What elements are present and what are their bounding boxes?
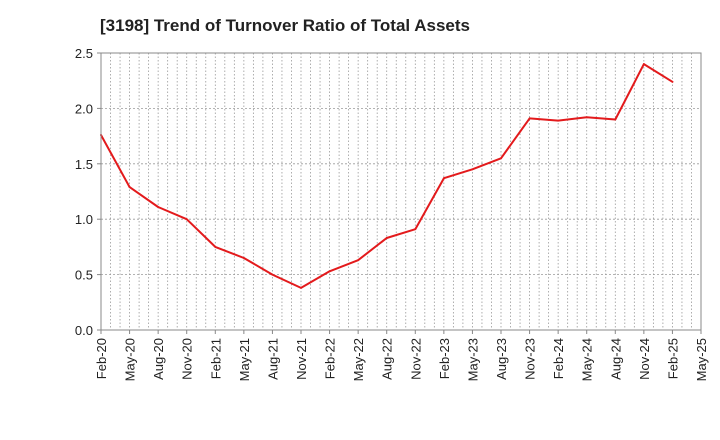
y-tick-label: 0.5 — [75, 268, 93, 283]
x-tick-label: May-24 — [580, 338, 595, 381]
data-point — [300, 286, 302, 289]
data-point — [528, 117, 531, 120]
data-point — [357, 259, 360, 262]
x-tick-label: Nov-24 — [637, 338, 652, 380]
x-tick-label: May-21 — [237, 338, 252, 381]
x-tick-label: Nov-21 — [294, 338, 309, 380]
x-tick-label: Nov-23 — [523, 338, 538, 380]
x-tick-label: Feb-23 — [437, 338, 452, 379]
data-point — [614, 118, 617, 121]
data-point — [328, 270, 331, 273]
chart-title: [3198] Trend of Turnover Ratio of Total … — [100, 16, 470, 35]
x-tick-label: Nov-20 — [180, 338, 195, 380]
x-tick-label: Aug-24 — [608, 338, 623, 380]
x-tick-label: Feb-21 — [208, 338, 223, 379]
data-point — [271, 273, 274, 276]
x-tick-label: Aug-20 — [151, 338, 166, 380]
data-point — [442, 177, 445, 180]
data-point — [414, 228, 417, 231]
x-tick-label: Feb-25 — [665, 338, 680, 379]
y-axis: 0.0 0.5 1.0 1.5 2.0 2.5 — [75, 46, 101, 338]
data-point — [500, 157, 502, 160]
x-tick-label: Aug-22 — [380, 338, 395, 380]
y-tick-label: 1.0 — [75, 212, 93, 227]
x-tick-label: Feb-22 — [323, 338, 338, 379]
data-point — [557, 119, 560, 122]
data-point — [157, 206, 160, 208]
x-tick-label: May-25 — [694, 338, 709, 381]
x-tick-label: Feb-20 — [94, 338, 109, 379]
y-tick-label: 2.5 — [75, 46, 93, 61]
data-point — [585, 116, 588, 119]
y-tick-label: 0.0 — [75, 323, 93, 338]
x-tick-label: Feb-24 — [551, 338, 566, 379]
y-tick-label: 1.5 — [75, 157, 93, 172]
x-tick-label: May-20 — [123, 338, 138, 381]
plot-frame — [100, 52, 702, 331]
data-point — [671, 80, 674, 83]
data-point — [185, 218, 188, 221]
series — [100, 63, 674, 289]
grid — [101, 53, 701, 330]
x-tick-label: Aug-23 — [494, 338, 509, 380]
data-point — [128, 186, 131, 188]
x-tick-label: Nov-22 — [408, 338, 423, 380]
y-tick-label: 2.0 — [75, 101, 93, 116]
x-tick-label: Aug-21 — [265, 338, 280, 380]
data-point — [642, 63, 645, 65]
x-axis: Feb-20 May-20 Aug-20 Nov-20 Feb-21 May-21 Aug-… — [94, 330, 709, 381]
data-point — [242, 257, 245, 259]
data-point — [385, 237, 388, 239]
data-point — [214, 246, 217, 248]
data-point — [471, 168, 474, 171]
x-tick-label: May-23 — [465, 338, 480, 381]
x-tick-label: May-22 — [351, 338, 366, 381]
